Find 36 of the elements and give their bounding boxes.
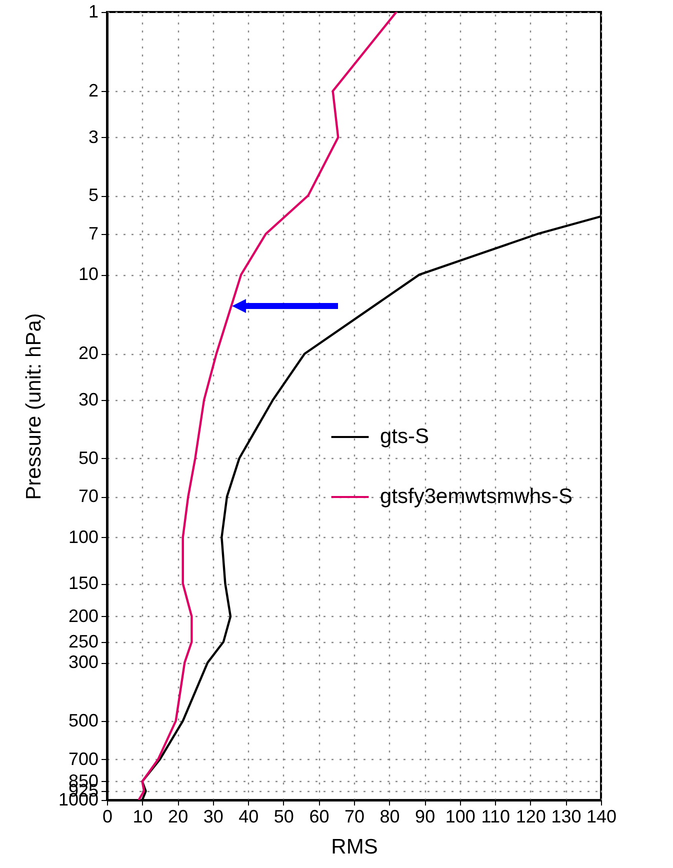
x-tick-label: 40 — [238, 806, 259, 826]
x-tick-label: 80 — [380, 806, 400, 826]
y-tick-label: 7 — [88, 223, 98, 244]
x-tick-label: 140 — [586, 806, 617, 826]
y-tick-label: 2 — [88, 80, 98, 101]
legend-label: gtsfy3emwtsmwhs-S — [380, 485, 573, 508]
x-tick-label: 110 — [481, 806, 510, 826]
x-tick-label: 30 — [203, 806, 224, 826]
y-tick-label: 200 — [68, 606, 98, 626]
x-tick-label: 70 — [344, 806, 365, 826]
x-tick-label: 90 — [415, 806, 436, 826]
y-tick-label: 1 — [88, 2, 98, 22]
y-tick-label: 70 — [78, 486, 98, 506]
y-tick-label: 700 — [68, 748, 98, 769]
y-tick-label: 3 — [88, 126, 98, 147]
y-tick-label: 250 — [68, 631, 98, 652]
y-tick-label: 50 — [78, 448, 98, 468]
x-tick-label: 120 — [516, 806, 546, 826]
x-tick-label: 0 — [102, 806, 113, 826]
y-tick-label: 500 — [68, 710, 98, 730]
legend-label: gts-S — [380, 425, 430, 448]
x-axis-title: RMS — [331, 836, 378, 858]
y-tick-label: 30 — [78, 389, 98, 410]
y-tick-label: 10 — [78, 264, 98, 284]
x-tick-label: 130 — [551, 806, 582, 826]
x-tick-label: 50 — [274, 806, 294, 826]
x-tick-label: 10 — [132, 806, 153, 826]
y-tick-label: 300 — [68, 652, 98, 672]
y-tick-label: 100 — [68, 526, 98, 547]
y-tick-label: 5 — [88, 185, 98, 206]
x-tick-label: 60 — [309, 806, 330, 826]
y-tick-label: 20 — [78, 343, 98, 364]
x-tick-label: 20 — [168, 806, 188, 826]
y-tick-label: 150 — [68, 573, 98, 594]
x-tick-label: 100 — [445, 806, 476, 826]
y-axis-title: Pressure (unit: hPa) — [22, 313, 46, 500]
